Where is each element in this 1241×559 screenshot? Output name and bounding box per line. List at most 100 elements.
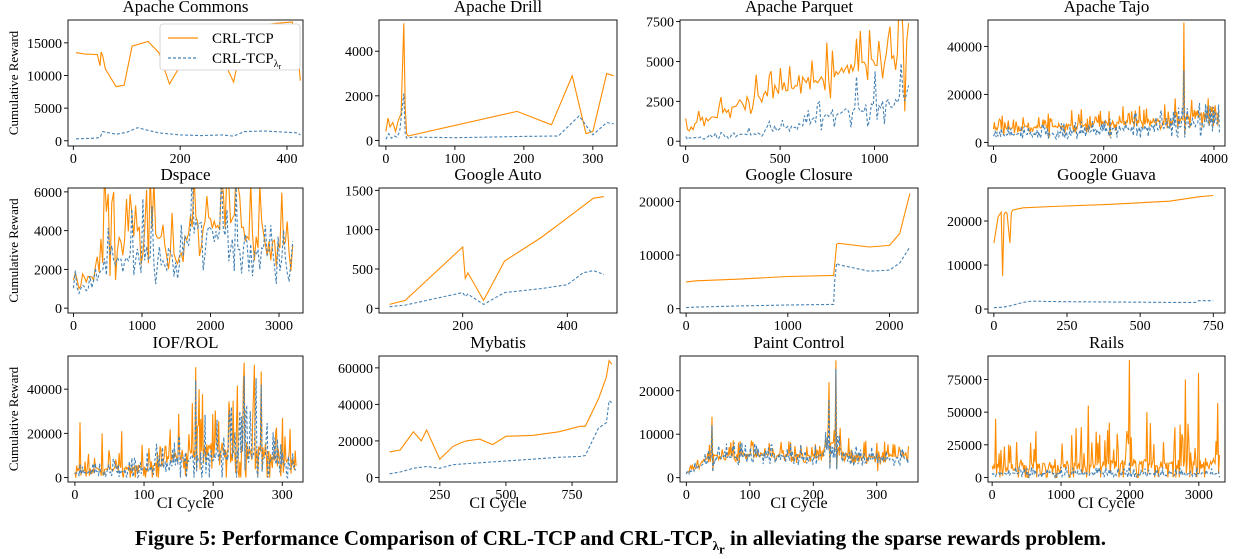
legend: CRL-TCP CRL-TCPλr bbox=[159, 23, 301, 71]
plot-area bbox=[72, 188, 294, 295]
subplot-mybatis: Mybatis 250 500 750 0 20000 40000 60000 CI Cycle bbox=[338, 333, 618, 512]
x-tick-label: 2000 bbox=[876, 319, 904, 334]
legend-subscript: λ bbox=[274, 59, 279, 70]
y-tick-label: 50000 bbox=[947, 406, 982, 421]
series-line-crl-tcp bbox=[389, 359, 613, 461]
y-tick-label: 40000 bbox=[947, 40, 982, 55]
x-tick-label: 250 bbox=[429, 488, 450, 503]
legend-subsubscript: r bbox=[279, 62, 282, 71]
y-tick-label: 0 bbox=[975, 136, 982, 151]
caption-subscript: λr bbox=[712, 538, 725, 557]
y-tick-label: 0 bbox=[366, 134, 373, 149]
y-tick-label: 5000 bbox=[34, 102, 62, 117]
x-tick-label: 2000 bbox=[1090, 152, 1118, 167]
x-tick-label: 1000 bbox=[1047, 488, 1075, 503]
figure-caption: Figure 5: Performance Comparison of CRL-… bbox=[0, 526, 1241, 558]
axes-frame bbox=[987, 19, 1226, 147]
series-line-crl-tcp bbox=[991, 359, 1221, 479]
series-line-crl-tcp-lambda bbox=[991, 461, 1221, 479]
axes-frame bbox=[987, 355, 1226, 483]
x-tick-label: 250 bbox=[1057, 319, 1078, 334]
y-tick-label: 10000 bbox=[639, 249, 674, 264]
y-axis-label: Cumulative Reward bbox=[6, 198, 21, 303]
subplot-title: Apache Parquet bbox=[745, 0, 853, 16]
series-line-crl-tcp-lambda bbox=[993, 70, 1221, 141]
series-line-crl-tcp bbox=[72, 188, 294, 291]
series-line-crl-tcp-lambda bbox=[385, 93, 614, 140]
x-tick-label: 400 bbox=[557, 319, 578, 334]
subplot-paint-control: Paint Control 0 100 200 300 0 10000 20000 CI Cyc… bbox=[639, 333, 919, 512]
series-line-crl-tcp bbox=[993, 194, 1214, 277]
y-tick-label: 40000 bbox=[27, 383, 62, 398]
subplot-title: Apache Tajo bbox=[1064, 0, 1150, 16]
plot-area bbox=[74, 362, 297, 480]
y-axis-label: Cumulative Reward bbox=[6, 366, 21, 471]
x-axis-label: CI Cycle bbox=[1078, 495, 1135, 512]
y-tick-label: 0 bbox=[55, 472, 62, 487]
y-tick-label: 500 bbox=[352, 263, 373, 278]
x-tick-label: 0 bbox=[683, 319, 690, 334]
x-tick-label: 0 bbox=[70, 152, 77, 167]
y-tick-label: 75000 bbox=[947, 374, 982, 389]
subplot-apache-drill: Apache Drill 0 100 200 300 0 2000 4000 bbox=[345, 0, 618, 167]
y-tick-label: 4000 bbox=[34, 225, 62, 240]
y-tick-label: 7500 bbox=[646, 16, 674, 31]
x-tick-label: 0 bbox=[682, 152, 689, 167]
legend-label-crl-tcp-lambda: CRL-TCPλr bbox=[212, 51, 282, 71]
x-tick-label: 200 bbox=[803, 488, 824, 503]
subplot-title: Google Guava bbox=[1057, 165, 1156, 184]
subplot-title: Apache Drill bbox=[454, 0, 543, 16]
x-tick-label: 200 bbox=[203, 488, 224, 503]
x-tick-label: 0 bbox=[989, 488, 996, 503]
subplot-rails: Rails 0 1000 2000 3000 0 25000 50000 75000 CI Cyc… bbox=[947, 333, 1226, 512]
y-tick-label: 0 bbox=[366, 471, 373, 486]
x-tick-label: 200 bbox=[452, 319, 473, 334]
subplot-title: Rails bbox=[1089, 333, 1124, 352]
subplot-title: Google Auto bbox=[454, 165, 541, 184]
series-line-crl-tcp-lambda bbox=[74, 375, 297, 480]
y-tick-label: 0 bbox=[55, 302, 62, 317]
x-tick-label: 100 bbox=[739, 488, 760, 503]
x-tick-label: 200 bbox=[513, 152, 534, 167]
y-tick-label: 0 bbox=[975, 303, 982, 318]
x-tick-label: 300 bbox=[272, 488, 293, 503]
plot-area bbox=[685, 360, 910, 475]
x-tick-label: 100 bbox=[444, 152, 465, 167]
plot-area bbox=[685, 20, 910, 141]
x-tick-label: 1000 bbox=[128, 319, 156, 334]
y-tick-label: 10000 bbox=[639, 428, 674, 443]
plot-area bbox=[993, 194, 1214, 309]
y-tick-label: 15000 bbox=[27, 37, 62, 52]
subplot-apache-parquet: Apache Parquet 0 500 1000 0 2500 5000 7500 bbox=[646, 0, 919, 167]
subplot-google-auto: Google Auto 200 400 0 500 1000 1500 bbox=[345, 165, 618, 334]
y-tick-label: 0 bbox=[366, 302, 373, 317]
y-tick-label: 20000 bbox=[639, 385, 674, 400]
x-tick-label: 0 bbox=[70, 319, 77, 334]
y-tick-label: 10000 bbox=[947, 259, 982, 274]
x-tick-label: 4000 bbox=[1200, 152, 1228, 167]
series-line-crl-tcp-lambda bbox=[993, 300, 1214, 309]
x-tick-label: 500 bbox=[770, 152, 791, 167]
y-tick-label: 5000 bbox=[646, 55, 674, 70]
subplot-iof-rol: IOF/ROL 0 100 200 300 0 20000 40000 Cumulative R… bbox=[6, 333, 304, 512]
y-tick-label: 20000 bbox=[338, 435, 373, 450]
axes-frame bbox=[679, 355, 919, 483]
x-tick-label: 300 bbox=[866, 488, 887, 503]
y-axis-label: Cumulative Reward bbox=[6, 30, 21, 135]
x-tick-label: 750 bbox=[1203, 319, 1224, 334]
series-line-crl-tcp-lambda bbox=[685, 63, 910, 141]
x-tick-label: 750 bbox=[562, 488, 583, 503]
x-tick-label: 1000 bbox=[861, 152, 889, 167]
subplot-google-guava: Google Guava 0 250 500 750 0 10000 20000 bbox=[947, 165, 1226, 334]
axes-frame bbox=[987, 187, 1226, 314]
caption-prefix: Figure 5: Performance Comparison of CRL-… bbox=[134, 526, 713, 550]
x-tick-label: 500 bbox=[1130, 319, 1151, 334]
series-line-crl-tcp bbox=[686, 193, 911, 283]
y-tick-label: 40000 bbox=[338, 398, 373, 413]
y-tick-label: 0 bbox=[667, 135, 674, 150]
x-axis-label: CI Cycle bbox=[770, 495, 827, 512]
y-tick-label: 20000 bbox=[947, 88, 982, 103]
y-tick-label: 20000 bbox=[27, 427, 62, 442]
series-line-crl-tcp bbox=[686, 360, 910, 474]
x-tick-label: 2000 bbox=[1116, 488, 1144, 503]
